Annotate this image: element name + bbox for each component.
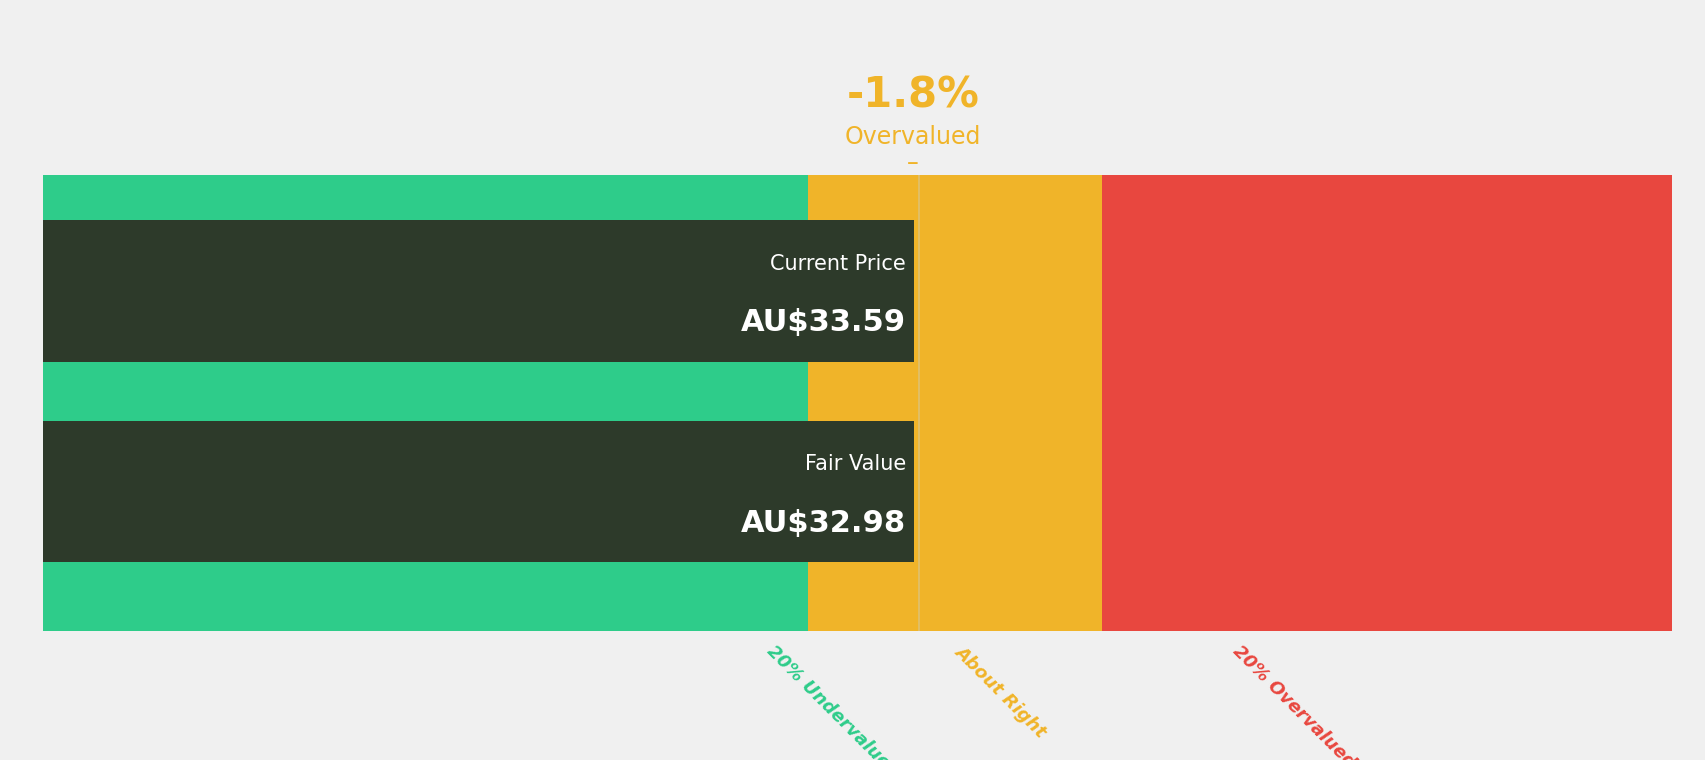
Bar [43, 421, 914, 562]
Bar [43, 220, 914, 362]
Text: 20% Overvalued: 20% Overvalued [1229, 642, 1359, 760]
Text: AU$33.59: AU$33.59 [740, 309, 905, 337]
Bar [43, 175, 808, 631]
Text: Current Price: Current Price [771, 254, 905, 274]
Text: AU$32.98: AU$32.98 [740, 509, 905, 538]
Bar [1101, 175, 1671, 631]
Text: 20% Undervalued: 20% Undervalued [764, 642, 902, 760]
Text: About Right: About Right [951, 642, 1049, 741]
Text: Overvalued: Overvalued [844, 125, 980, 149]
Bar [808, 175, 1101, 631]
Text: Fair Value: Fair Value [805, 454, 905, 474]
Text: -1.8%: -1.8% [846, 74, 979, 116]
Text: –: – [907, 151, 917, 176]
